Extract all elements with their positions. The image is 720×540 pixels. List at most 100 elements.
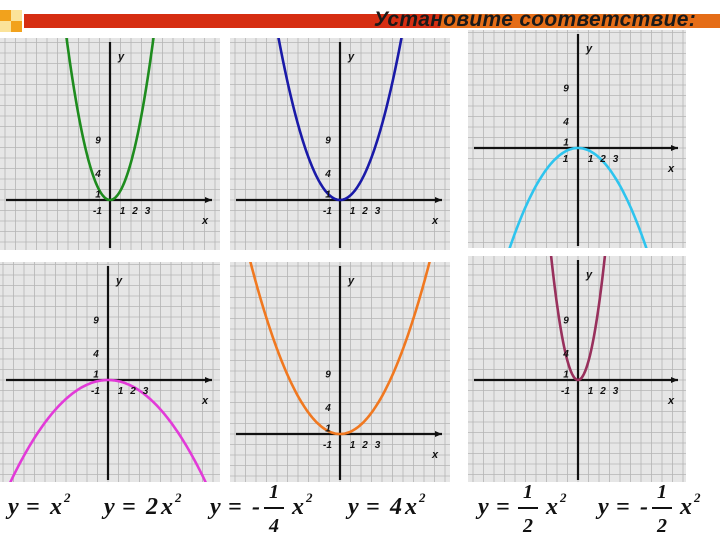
formula-lhs: y — [595, 494, 609, 520]
x-tick-label: 2 — [129, 386, 136, 397]
x-axis-arrow — [435, 431, 442, 437]
formula-2: y = 2 x 2 — [101, 490, 182, 520]
y-axis-label: y — [347, 275, 355, 287]
x-tick-label: -1 — [93, 206, 102, 217]
y-tick-label: 1 — [563, 137, 569, 148]
y-tick-label: 4 — [562, 349, 569, 360]
y-tick-label: 1 — [563, 369, 569, 380]
y-tick-label: 4 — [324, 403, 331, 414]
formula-equals: = — [26, 494, 40, 520]
formula-5: y = 1 2x 2 — [475, 482, 567, 537]
formula-sign: - — [640, 494, 648, 520]
x-tick-label: 3 — [145, 206, 151, 217]
x-tick-label: 3 — [375, 206, 381, 217]
formula-variable: x — [160, 494, 173, 520]
y-axis-label: y — [585, 43, 593, 55]
formula-exponent: 2 — [693, 490, 701, 505]
grid-lines — [468, 256, 686, 482]
formula-variable: x — [49, 494, 62, 520]
x-tick-label: 2 — [131, 206, 138, 217]
y-tick-label: 4 — [92, 349, 99, 360]
x-axis-label: x — [431, 215, 439, 227]
header-square-orange — [0, 10, 11, 21]
formula-3: y = -1 4x 2 — [207, 482, 313, 537]
formula-equals: = — [122, 494, 136, 520]
y-tick-label: 4 — [94, 169, 101, 180]
x-tick-label: 3 — [613, 386, 619, 397]
y-tick-label: 1 — [95, 189, 101, 200]
formula-exponent: 2 — [418, 490, 426, 505]
x-tick-label: 1 — [118, 386, 124, 397]
y-tick-label: 1 — [325, 423, 331, 434]
formula-row: y = x 2 y = 2 x 2 y = -14x 2 y = 4 x 2 y =12x 2 y = -12x 2 — [5, 482, 701, 537]
formula-lhs: y — [5, 494, 19, 520]
x-axis-arrow — [205, 377, 212, 383]
x-tick-label: 3 — [375, 440, 381, 451]
formula-1: y = x 2 — [5, 490, 71, 520]
formula-lhs: y — [345, 494, 359, 520]
x-tick-label: 1 — [120, 206, 126, 217]
y-tick-label: 9 — [325, 136, 331, 147]
formula-variable: x — [291, 494, 304, 520]
y-axis-label: y — [585, 269, 593, 281]
formula-variable: x — [404, 494, 417, 520]
formula-variable: x — [545, 494, 558, 520]
x-tick-label: 1 — [588, 154, 594, 165]
formula-coefficient: 2 — [145, 494, 158, 520]
formula-exponent: 2 — [305, 490, 313, 505]
parabola-curve — [9, 378, 207, 482]
y-tick-label: 4 — [562, 117, 569, 128]
formula-denominator: 2 — [656, 515, 667, 537]
formula-equals: = — [616, 494, 630, 520]
formula-denominator: 2 — [522, 515, 533, 537]
x-axis-arrow — [205, 197, 212, 203]
y-axis-label: y — [117, 51, 125, 63]
parabola-curve — [65, 38, 155, 202]
formula-lhs: y — [475, 494, 489, 520]
formula-sign: - — [252, 494, 260, 520]
formula-exponent: 2 — [63, 490, 71, 505]
y-axis-label: y — [115, 275, 123, 287]
formula-exponent: 2 — [174, 490, 182, 505]
parabola-curve — [277, 38, 403, 202]
formula-6: y = -1 2x 2 — [595, 482, 701, 537]
formula-equals: = — [228, 494, 242, 520]
formula-lhs: y — [207, 494, 221, 520]
header-square-yellow — [11, 10, 22, 21]
y-tick-label: 9 — [325, 370, 331, 381]
formula-variable: x — [679, 494, 692, 520]
y-axis-label: y — [347, 51, 355, 63]
x-tick-label: -1 — [91, 386, 100, 397]
header-square-yellow-2 — [0, 21, 11, 32]
parabola-curve — [508, 146, 648, 248]
parabola-curve — [249, 262, 431, 436]
x-tick-label: -1 — [323, 206, 332, 217]
x-tick-label: 1 — [563, 154, 569, 165]
formula-coefficient: 4 — [389, 494, 402, 520]
x-tick-label: 2 — [361, 440, 368, 451]
header-square-orange-2 — [11, 21, 22, 32]
x-axis-label: x — [201, 395, 209, 407]
y-tick-label: 4 — [324, 169, 331, 180]
y-tick-label: 9 — [563, 84, 569, 95]
x-axis-arrow — [671, 145, 678, 151]
x-tick-label: -1 — [561, 386, 570, 397]
x-tick-label: 3 — [143, 386, 149, 397]
formula-exponent: 2 — [559, 490, 567, 505]
formula-numerator: 1 — [523, 482, 533, 503]
x-tick-label: 2 — [599, 154, 606, 165]
x-tick-label: 2 — [361, 206, 368, 217]
x-tick-label: 1 — [350, 440, 356, 451]
x-axis-label: x — [667, 163, 675, 175]
x-axis-label: x — [431, 449, 439, 461]
y-tick-label: 9 — [95, 136, 101, 147]
x-tick-label: 1 — [350, 206, 356, 217]
y-tick-label: 1 — [325, 189, 331, 200]
header-bar — [0, 10, 720, 32]
y-tick-label: 1 — [93, 369, 99, 380]
x-axis-label: x — [667, 395, 675, 407]
